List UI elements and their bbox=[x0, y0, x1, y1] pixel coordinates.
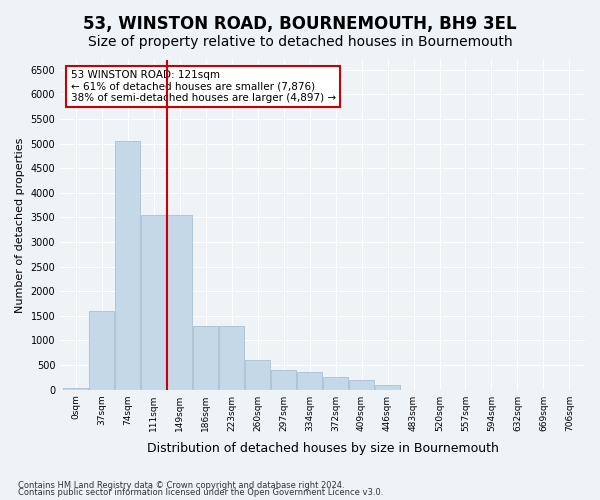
Bar bbox=[89, 311, 114, 390]
Bar bbox=[64, 388, 88, 390]
Bar bbox=[349, 380, 374, 390]
Text: 53, WINSTON ROAD, BOURNEMOUTH, BH9 3EL: 53, WINSTON ROAD, BOURNEMOUTH, BH9 3EL bbox=[83, 15, 517, 33]
Text: Size of property relative to detached houses in Bournemouth: Size of property relative to detached ho… bbox=[88, 35, 512, 49]
Bar bbox=[142, 215, 166, 390]
Bar bbox=[271, 370, 296, 390]
Bar bbox=[375, 384, 400, 390]
X-axis label: Distribution of detached houses by size in Bournemouth: Distribution of detached houses by size … bbox=[146, 442, 499, 455]
Bar bbox=[193, 326, 218, 390]
Text: 53 WINSTON ROAD: 121sqm
← 61% of detached houses are smaller (7,876)
38% of semi: 53 WINSTON ROAD: 121sqm ← 61% of detache… bbox=[71, 70, 336, 103]
Bar bbox=[167, 215, 192, 390]
Bar bbox=[115, 141, 140, 390]
Bar bbox=[220, 326, 244, 390]
Text: Contains HM Land Registry data © Crown copyright and database right 2024.: Contains HM Land Registry data © Crown c… bbox=[18, 480, 344, 490]
Y-axis label: Number of detached properties: Number of detached properties bbox=[15, 137, 25, 312]
Bar bbox=[323, 378, 348, 390]
Bar bbox=[297, 372, 322, 390]
Text: Contains public sector information licensed under the Open Government Licence v3: Contains public sector information licen… bbox=[18, 488, 383, 497]
Bar bbox=[245, 360, 270, 390]
